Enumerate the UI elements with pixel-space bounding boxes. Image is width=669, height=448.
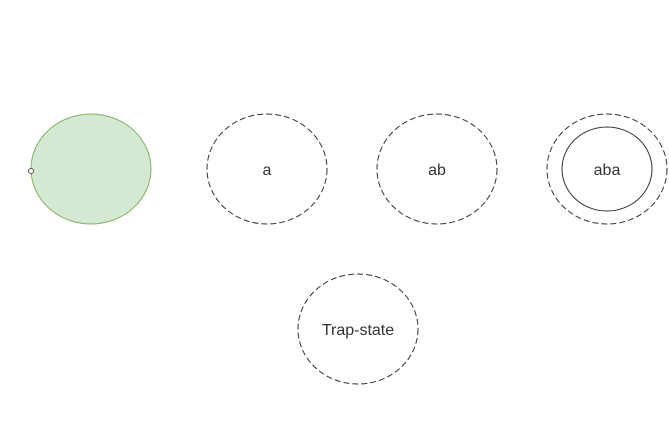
state-trap: Trap-state (297, 273, 419, 385)
state-ab-circle (376, 113, 498, 225)
state-trap-circle (297, 273, 419, 385)
state-aba: aba (546, 113, 668, 225)
state-aba-outer-circle (546, 113, 668, 225)
state-start-circle (30, 113, 152, 225)
start-marker (28, 168, 34, 174)
state-a-circle (206, 113, 328, 225)
state-ab-label: ab (428, 162, 446, 179)
state-aba-inner-circle (561, 126, 653, 212)
state-trap-label: Trap-state (322, 322, 394, 339)
state-a: a (206, 113, 328, 225)
state-start (28, 113, 152, 225)
state-aba-label: aba (594, 162, 621, 179)
state-a-label: a (263, 162, 272, 179)
state-ab: ab (376, 113, 498, 225)
